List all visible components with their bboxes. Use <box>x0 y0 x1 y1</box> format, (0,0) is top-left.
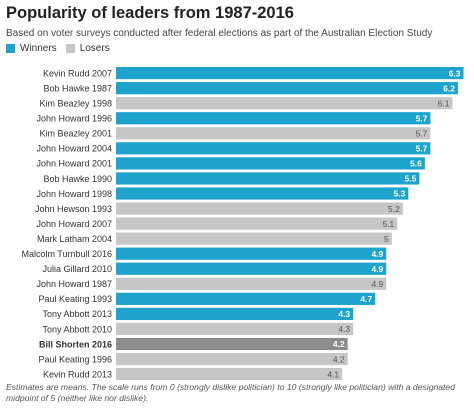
bar-chart: Kevin Rudd 2007 6.3 Bob Hawke 1987 6.2 Kim B… <box>21 67 464 380</box>
legend: Winners Losers <box>6 43 119 54</box>
bar-paul-keating-1996 <box>116 352 348 366</box>
legend-item-losers: Losers <box>65 43 110 54</box>
value-label-kevin-rudd-2013: 4.1 <box>327 369 339 379</box>
bar-john-howard-1996 <box>116 112 431 125</box>
legend-label-losers: Losers <box>79 43 110 54</box>
legend-swatch-losers <box>65 44 75 53</box>
bar-row-kevin-rudd-2013: Kevin Rudd 2013 4.1 <box>43 368 343 380</box>
value-label-julia-gillard-2010: 4.9 <box>371 264 383 274</box>
bar-tony-abbott-2013 <box>116 307 354 320</box>
bar-malcolm-turnbull-2016 <box>116 247 387 260</box>
bar-row-john-howard-1996: John Howard 1996 5.7 <box>36 112 431 125</box>
category-label-bill-shorten-2016: Bill Shorten 2016 <box>39 339 112 349</box>
category-label-paul-keating-1993: Paul Keating 1993 <box>38 294 112 304</box>
category-label-paul-keating-1996: Paul Keating 1996 <box>38 354 112 364</box>
category-label-kim-beazley-1998: Kim Beazley 1998 <box>39 99 112 109</box>
value-label-kevin-rudd-2007: 6.3 <box>449 68 461 78</box>
bar-row-john-howard-2004: John Howard 2004 5.7 <box>36 142 431 155</box>
legend-swatch-winners <box>6 44 15 53</box>
category-label-mark-latham-2004: Mark Latham 2004 <box>37 234 112 244</box>
bar-row-paul-keating-1996: Paul Keating 1996 4.2 <box>38 352 348 366</box>
category-label-john-howard-2007: John Howard 2007 <box>36 219 112 229</box>
category-label-john-hewson-1993: John Hewson 1993 <box>35 204 112 214</box>
value-label-kim-beazley-2001: 5.7 <box>416 129 428 139</box>
bar-row-kevin-rudd-2007: Kevin Rudd 2007 6.3 <box>43 67 464 80</box>
value-label-john-howard-1987: 4.9 <box>371 279 383 289</box>
chart-footnote: Estimates are means. The scale runs from… <box>6 382 455 403</box>
value-label-john-howard-1998: 5.3 <box>394 189 406 199</box>
bar-kevin-rudd-2013 <box>116 368 343 380</box>
value-label-kim-beazley-1998: 6.1 <box>438 98 450 108</box>
bar-row-paul-keating-1993: Paul Keating 1993 4.7 <box>38 292 376 305</box>
value-label-bob-hawke-1987: 6.2 <box>443 83 455 93</box>
value-label-john-howard-1996: 5.7 <box>416 113 428 123</box>
bar-row-kim-beazley-2001: Kim Beazley 2001 5.7 <box>39 127 431 140</box>
category-label-kevin-rudd-2007: Kevin Rudd 2007 <box>43 68 112 78</box>
bar-mark-latham-2004 <box>116 232 392 245</box>
bar-row-bob-hawke-1990: Bob Hawke 1990 5.5 <box>43 172 420 185</box>
category-label-tony-abbott-2013: Tony Abbott 2013 <box>42 309 112 319</box>
value-label-paul-keating-1996: 4.2 <box>333 354 345 364</box>
category-label-bob-hawke-1990: Bob Hawke 1990 <box>43 174 112 184</box>
category-label-john-howard-2004: John Howard 2004 <box>36 144 112 154</box>
value-label-malcolm-turnbull-2016: 4.9 <box>371 249 383 259</box>
value-label-john-hewson-1993: 5.2 <box>388 204 400 214</box>
bar-john-howard-1987 <box>116 277 387 290</box>
bar-john-howard-2004 <box>116 142 431 155</box>
bar-paul-keating-1993 <box>116 292 376 305</box>
bar-row-bill-shorten-2016: Bill Shorten 2016 4.2 <box>39 337 348 351</box>
category-label-tony-abbott-2010: Tony Abbott 2010 <box>42 324 112 334</box>
legend-item-winners: Winners <box>6 43 57 54</box>
bar-john-hewson-1993 <box>116 202 403 215</box>
value-label-bob-hawke-1990: 5.5 <box>405 174 417 184</box>
bar-row-john-howard-1987: John Howard 1987 4.9 <box>36 277 387 290</box>
bar-kevin-rudd-2007 <box>116 67 464 80</box>
bar-row-tony-abbott-2013: Tony Abbott 2013 4.3 <box>42 307 354 320</box>
category-label-kevin-rudd-2013: Kevin Rudd 2013 <box>43 369 112 379</box>
legend-label-winners: Winners <box>20 43 57 54</box>
category-label-julia-gillard-2010: Julia Gillard 2010 <box>42 264 112 274</box>
bar-row-john-howard-2007: John Howard 2007 5.1 <box>36 217 398 230</box>
value-label-tony-abbott-2013: 4.3 <box>338 309 350 319</box>
bar-john-howard-1998 <box>116 187 409 200</box>
bar-bob-hawke-1987 <box>116 82 458 95</box>
value-label-paul-keating-1993: 4.7 <box>360 294 372 304</box>
bar-row-mark-latham-2004: Mark Latham 2004 5 <box>37 232 392 245</box>
bar-row-john-howard-2001: John Howard 2001 5.6 <box>36 157 425 170</box>
value-label-mark-latham-2004: 5 <box>384 234 389 244</box>
chart-subtitle: Based on voter surveys conducted after f… <box>6 28 433 39</box>
value-label-bill-shorten-2016: 4.2 <box>333 339 345 349</box>
value-label-john-howard-2004: 5.7 <box>416 144 428 154</box>
bar-row-julia-gillard-2010: Julia Gillard 2010 4.9 <box>42 262 387 275</box>
value-label-john-howard-2007: 5.1 <box>382 219 394 229</box>
value-label-john-howard-2001: 5.6 <box>410 159 422 169</box>
bar-row-tony-abbott-2010: Tony Abbott 2010 4.3 <box>42 322 354 336</box>
bar-row-kim-beazley-1998: Kim Beazley 1998 6.1 <box>39 97 453 110</box>
bar-julia-gillard-2010 <box>116 262 387 275</box>
bar-bob-hawke-1990 <box>116 172 420 185</box>
bar-row-john-howard-1998: John Howard 1998 5.3 <box>36 187 409 200</box>
bar-john-howard-2001 <box>116 157 425 170</box>
category-label-john-howard-1996: John Howard 1996 <box>36 114 112 124</box>
category-label-malcolm-turnbull-2016: Malcolm Turnbull 2016 <box>21 249 112 259</box>
bar-row-bob-hawke-1987: Bob Hawke 1987 6.2 <box>43 82 458 95</box>
bar-john-howard-2007 <box>116 217 398 230</box>
category-label-kim-beazley-2001: Kim Beazley 2001 <box>39 129 112 139</box>
bar-kim-beazley-2001 <box>116 127 431 140</box>
chart-title: Popularity of leaders from 1987-2016 <box>6 4 294 22</box>
bar-row-john-hewson-1993: John Hewson 1993 5.2 <box>35 202 403 215</box>
category-label-john-howard-1998: John Howard 1998 <box>36 189 112 199</box>
category-label-bob-hawke-1987: Bob Hawke 1987 <box>43 83 112 93</box>
bar-bill-shorten-2016 <box>116 337 348 351</box>
category-label-john-howard-2001: John Howard 2001 <box>36 159 112 169</box>
bar-kim-beazley-1998 <box>116 97 453 110</box>
bar-row-malcolm-turnbull-2016: Malcolm Turnbull 2016 4.9 <box>21 247 387 260</box>
bar-tony-abbott-2010 <box>116 322 354 336</box>
category-label-john-howard-1987: John Howard 1987 <box>36 279 112 289</box>
value-label-tony-abbott-2010: 4.3 <box>338 324 350 334</box>
